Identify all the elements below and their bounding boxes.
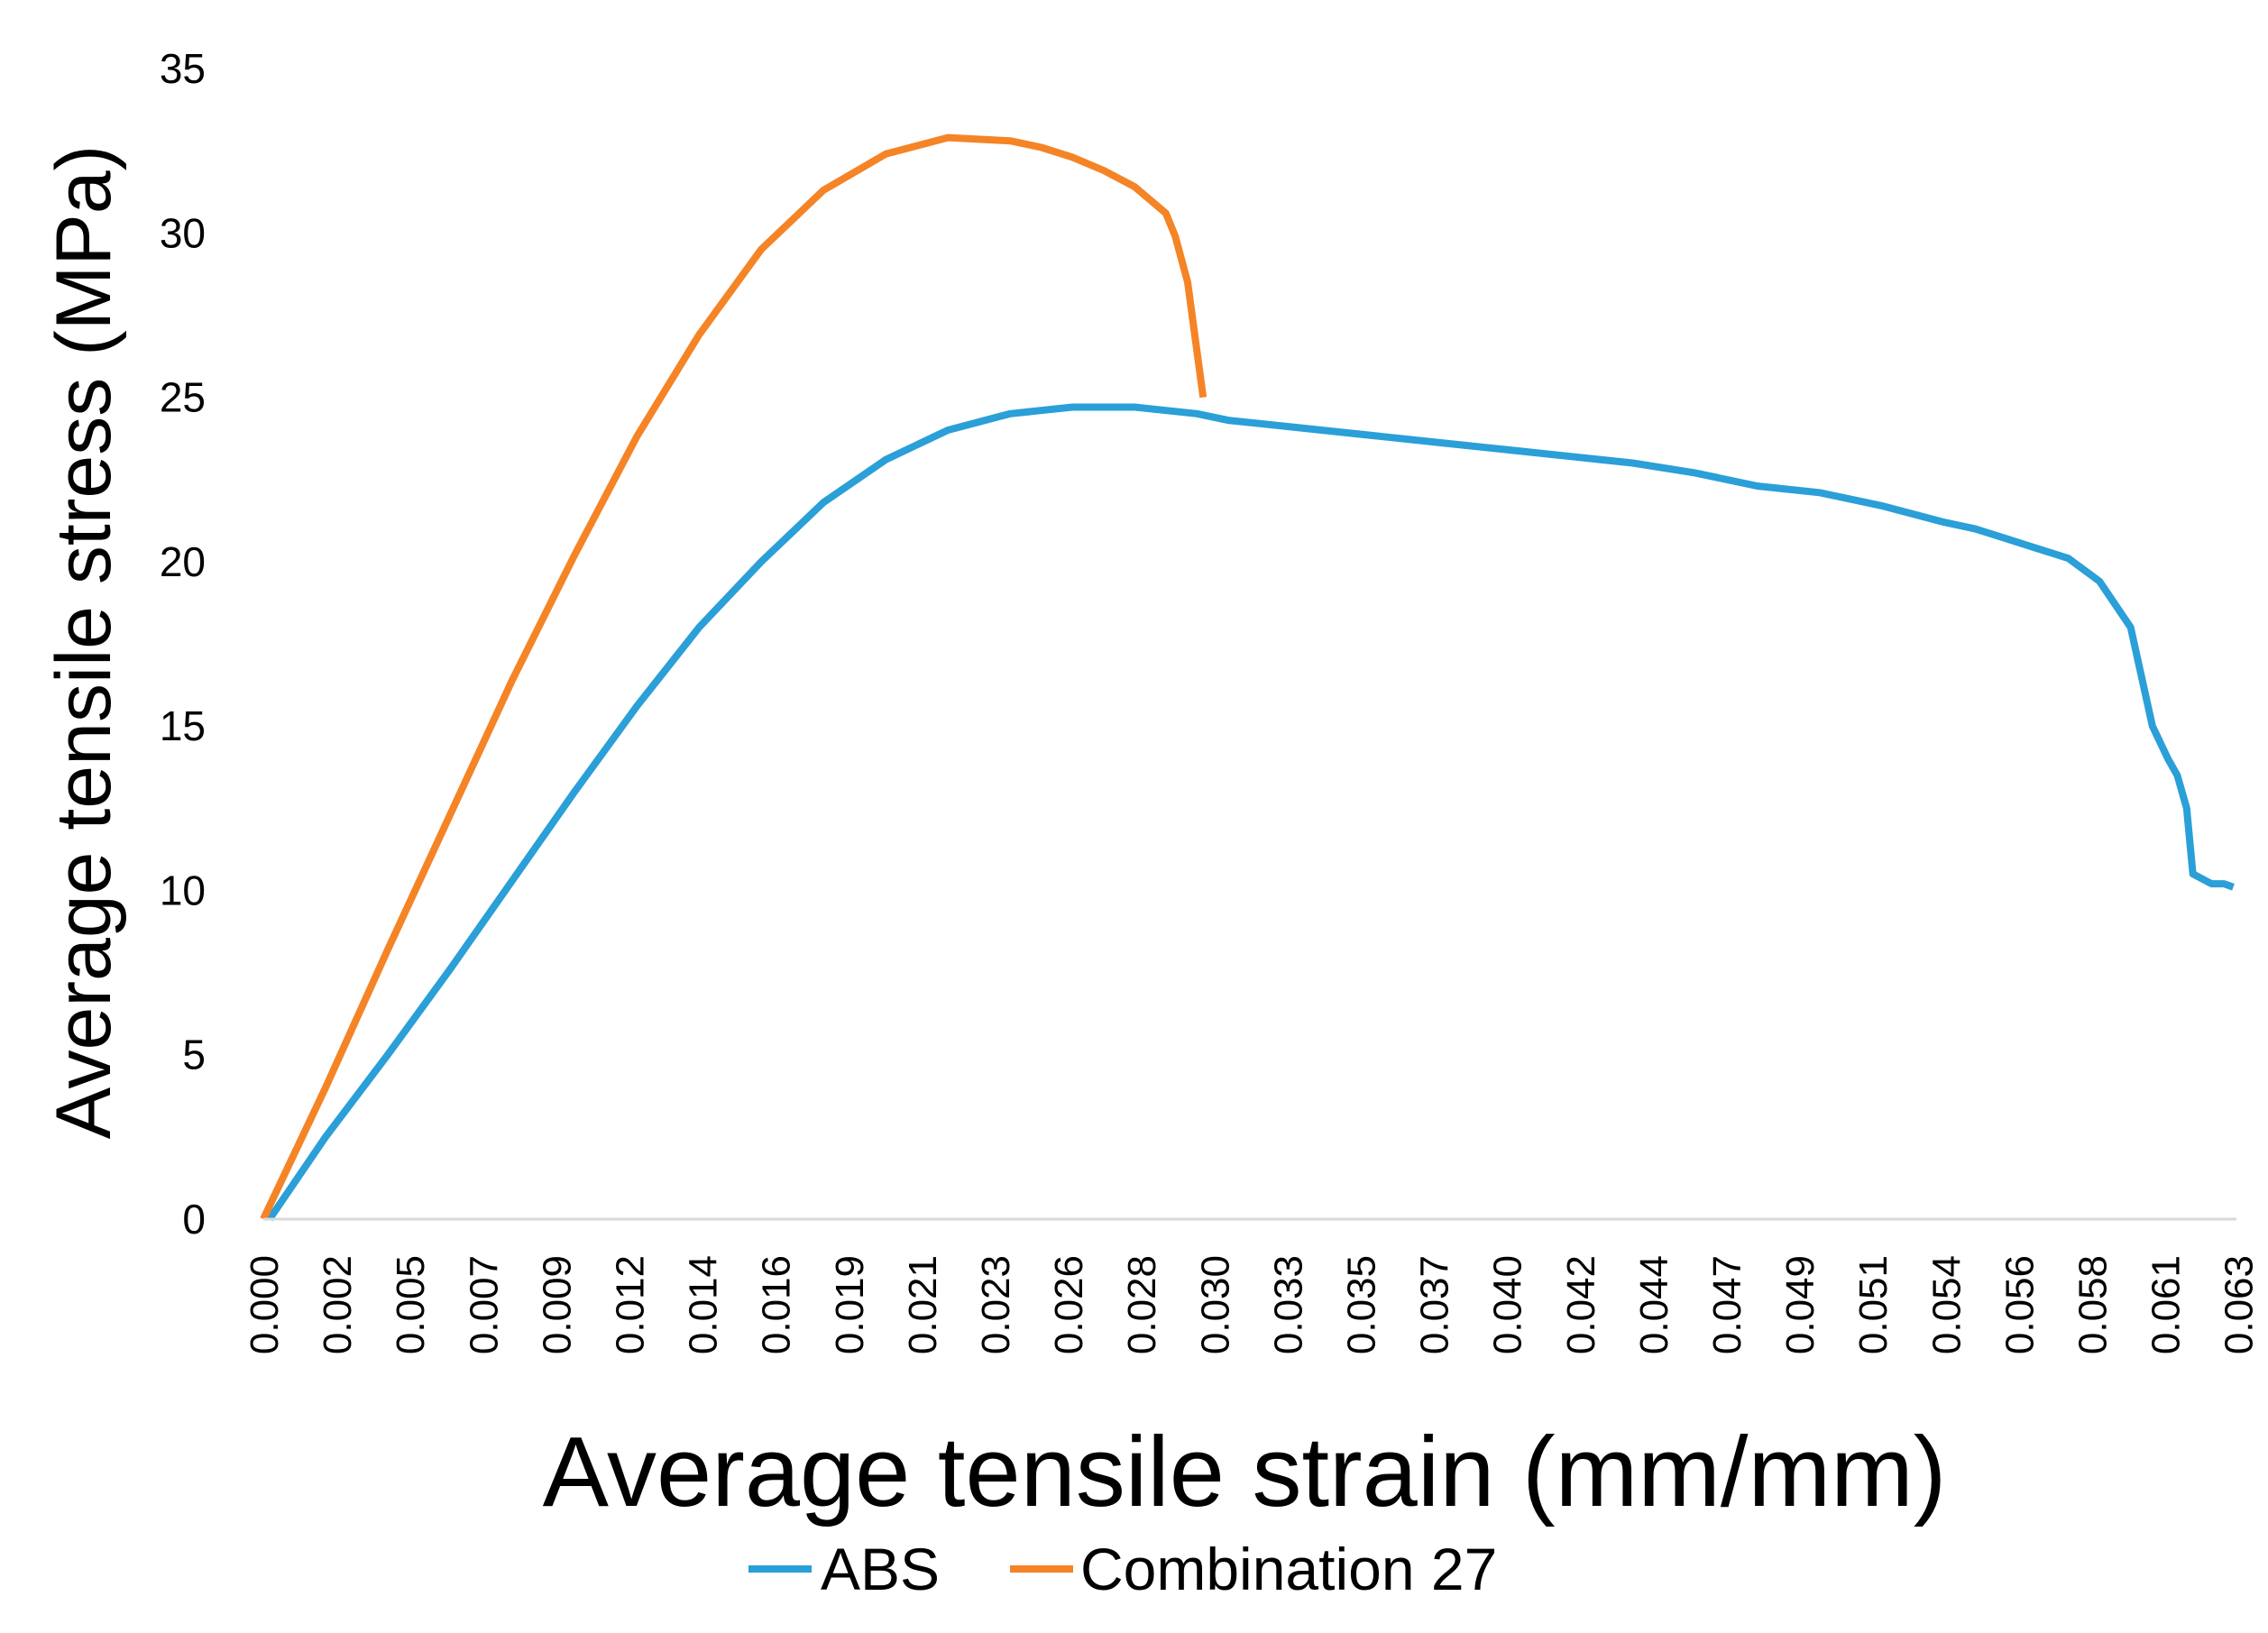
- series-line-combination-27: [260, 133, 1207, 1221]
- plot-area: [260, 133, 2235, 1222]
- x-tick-label: 0.054: [1924, 1255, 1969, 1354]
- y-tick-label: 5: [182, 1032, 206, 1078]
- legend-item-combination-27: Combination 27: [1010, 1536, 1497, 1602]
- x-tick-label: 0.035: [1340, 1255, 1384, 1354]
- x-tick-label: 0.007: [462, 1255, 506, 1354]
- x-tick-label: 0.009: [535, 1255, 579, 1354]
- y-tick-label: 15: [160, 702, 206, 749]
- x-tick-label: 0.030: [1193, 1255, 1237, 1354]
- y-tick-label: 25: [160, 374, 206, 421]
- x-tick-label: 0.019: [828, 1255, 872, 1354]
- x-tick-label: 0.056: [1997, 1255, 2042, 1354]
- x-axis-title: Average tensile strain (mm/mm): [543, 1417, 1947, 1527]
- y-tick-label: 30: [160, 209, 206, 256]
- tick-labels: 0 5 10 15 20 25 30 35 0.000 0.002 0.005 0.007 0.009 0…: [160, 45, 2262, 1354]
- x-tick-label: 0.023: [974, 1255, 1018, 1354]
- legend-label-abs: ABS: [821, 1536, 940, 1602]
- x-tick-label: 0.042: [1559, 1255, 1603, 1354]
- y-tick-label: 35: [160, 45, 206, 92]
- x-tick-label: 0.021: [901, 1255, 945, 1354]
- legend-label-combination-27: Combination 27: [1080, 1536, 1497, 1602]
- x-tick-label: 0.028: [1120, 1255, 1164, 1354]
- x-tick-label: 0.051: [1851, 1255, 1896, 1354]
- x-tick-label: 0.063: [2217, 1255, 2262, 1354]
- y-tick-label: 0: [182, 1196, 206, 1243]
- x-tick-label: 0.058: [2071, 1255, 2116, 1354]
- legend-item-abs: ABS: [748, 1536, 940, 1602]
- series-line-abs: [266, 403, 2235, 1222]
- x-tick-label: 0.047: [1705, 1255, 1749, 1354]
- y-axis-title: Average tensile stress (MPa): [41, 145, 127, 1140]
- x-tick-label: 0.016: [755, 1255, 799, 1354]
- x-tick-label: 0.061: [2144, 1255, 2189, 1354]
- y-tick-label: 10: [160, 867, 206, 913]
- x-tick-label: 0.044: [1632, 1255, 1676, 1354]
- y-tick-label: 20: [160, 538, 206, 585]
- x-tick-label: 0.000: [243, 1255, 287, 1354]
- x-tick-label: 0.012: [609, 1255, 653, 1354]
- x-tick-label: 0.026: [1047, 1255, 1091, 1354]
- x-tick-label: 0.002: [316, 1255, 360, 1354]
- x-tick-label: 0.040: [1486, 1255, 1530, 1354]
- legend: ABS Combination 27: [748, 1536, 1497, 1602]
- x-tick-label: 0.005: [389, 1255, 433, 1354]
- x-tick-label: 0.033: [1266, 1255, 1310, 1354]
- x-tick-label: 0.037: [1413, 1255, 1457, 1354]
- x-tick-label: 0.049: [1778, 1255, 1823, 1354]
- x-tick-label: 0.014: [682, 1255, 726, 1354]
